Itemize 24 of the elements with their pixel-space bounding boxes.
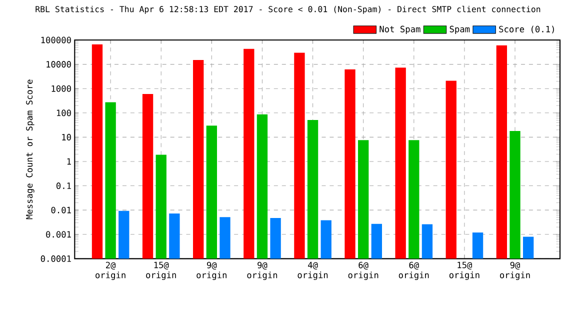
y-tick-label: 100000 — [41, 36, 71, 44]
y-tick-label: 1 — [67, 158, 71, 165]
x-tick-label: 2@ origin — [96, 262, 126, 280]
y-tick-label: 0.001 — [46, 231, 71, 238]
x-tick-label: 15@ origin — [449, 262, 480, 280]
x-tick-label: 15@ origin — [146, 262, 176, 280]
y-axis-title: Message Count or Spam Score — [26, 80, 34, 220]
y-tick-label: 0.0001 — [40, 255, 71, 262]
y-tick-label: 100 — [56, 110, 71, 116]
x-tick-label: 9@ origin — [500, 262, 530, 280]
y-tick-label: 10 — [62, 134, 71, 140]
x-tick-label: 9@ origin — [196, 262, 226, 280]
legend-label: Score (0.1) — [499, 26, 554, 34]
x-tick-label: 6@ origin — [348, 262, 378, 280]
chart-title: RBL Statistics - Thu Apr 6 12:58:13 EDT 2017 - Score < 0.01 (Non-Spam) - Direct SMTP client connection — [36, 6, 540, 14]
y-tick-label: 0.01 — [51, 206, 71, 214]
x-tick-label: 4@ origin — [298, 262, 328, 280]
y-tick-label: 10000 — [46, 61, 71, 68]
y-tick-label: 0.1 — [56, 182, 71, 190]
x-tick-label: 9@ origin — [247, 262, 278, 280]
legend-label: Not Spam — [380, 26, 420, 34]
x-tick-label: 6@ origin — [398, 262, 429, 280]
y-tick-label: 1000 — [52, 85, 71, 92]
legend-label: Spam — [450, 26, 470, 34]
